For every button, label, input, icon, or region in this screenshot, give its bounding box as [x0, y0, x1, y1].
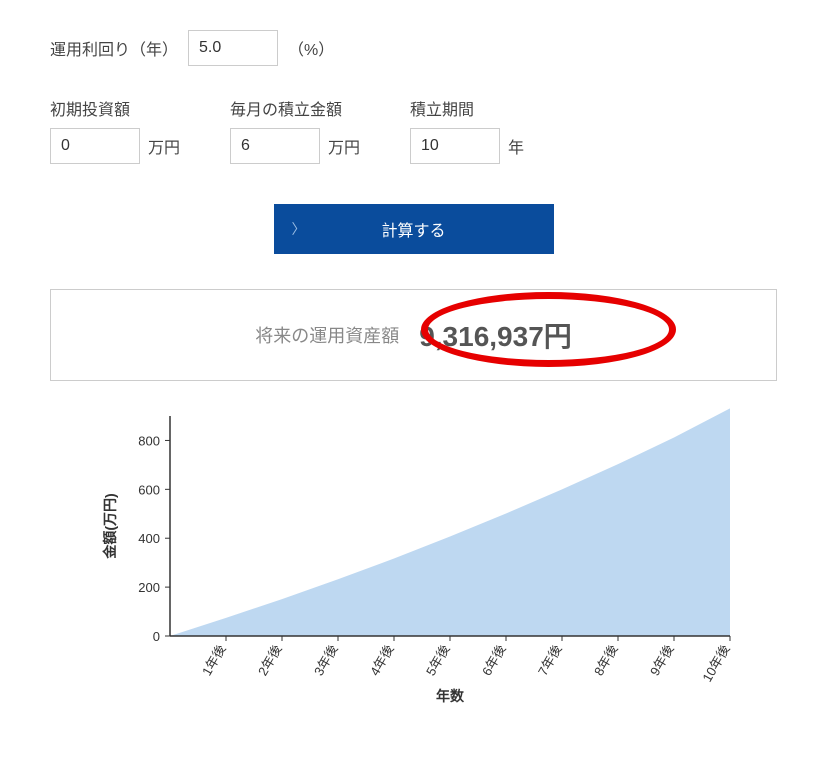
calculate-button-label: 計算する: [381, 217, 445, 241]
svg-text:年数: 年数: [436, 688, 465, 704]
result-box: 将来の運用資産額 9,316,937円: [50, 289, 777, 381]
svg-text:8年後: 8年後: [591, 642, 621, 678]
svg-text:5年後: 5年後: [423, 642, 453, 678]
initial-unit: 万円: [148, 134, 180, 158]
svg-text:0: 0: [153, 629, 160, 644]
svg-text:9年後: 9年後: [647, 642, 677, 678]
yield-label-post: （%）: [288, 36, 334, 60]
svg-text:7年後: 7年後: [535, 642, 565, 678]
svg-text:3年後: 3年後: [311, 642, 341, 678]
inputs-row: 初期投資額 万円 毎月の積立金額 万円 積立期間 年: [50, 96, 777, 164]
svg-text:800: 800: [138, 433, 160, 448]
yield-label-pre: 運用利回り（年）: [50, 36, 178, 60]
svg-text:4年後: 4年後: [367, 642, 397, 678]
initial-group: 初期投資額 万円: [50, 96, 180, 164]
monthly-label: 毎月の積立金額: [230, 96, 360, 120]
svg-text:2年後: 2年後: [255, 642, 285, 678]
svg-text:200: 200: [138, 580, 160, 595]
initial-label: 初期投資額: [50, 96, 180, 120]
svg-text:400: 400: [138, 531, 160, 546]
result-label: 将来の運用資産額: [255, 322, 399, 348]
svg-text:6年後: 6年後: [479, 642, 509, 678]
period-group: 積立期間 年: [410, 96, 524, 164]
monthly-unit: 万円: [328, 134, 360, 158]
result-value: 9,316,937円: [419, 315, 572, 355]
period-label: 積立期間: [410, 96, 524, 120]
calculate-button[interactable]: 〉 計算する: [274, 204, 554, 254]
chevron-right-icon: 〉: [292, 219, 306, 239]
svg-text:600: 600: [138, 482, 160, 497]
yield-row: 運用利回り（年） （%）: [50, 30, 777, 66]
svg-text:金額(万円): 金額(万円): [102, 493, 118, 559]
yield-input[interactable]: [188, 30, 278, 66]
period-unit: 年: [508, 134, 524, 158]
monthly-group: 毎月の積立金額 万円: [230, 96, 360, 164]
monthly-input[interactable]: [230, 128, 320, 164]
svg-text:1年後: 1年後: [199, 642, 229, 678]
period-input[interactable]: [410, 128, 500, 164]
area-chart: 0 200 400 600 800 1年後 2年後 3年後 4年後 5年後 6年後 7年後 8年後 9年後…: [80, 401, 745, 711]
initial-input[interactable]: [50, 128, 140, 164]
chart-container: 0 200 400 600 800 1年後 2年後 3年後 4年後 5年後 6年後 7年後 8年後 9年後…: [50, 401, 777, 711]
svg-text:10年後: 10年後: [699, 642, 732, 685]
